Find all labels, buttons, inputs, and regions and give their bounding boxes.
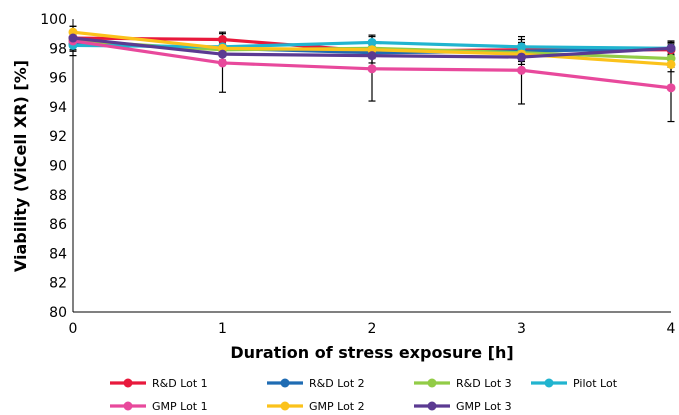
x-tick-labels: 0 1 2 3 4 [69, 321, 676, 337]
y-tick-label: 80 [49, 305, 67, 321]
legend-item: GMP Lot 2 [267, 400, 365, 413]
legend-swatch-marker [123, 401, 133, 411]
legend-swatch-marker [280, 378, 290, 388]
x-tick-label: 2 [368, 321, 377, 337]
legend-swatch-marker [427, 401, 437, 411]
legend-item: GMP Lot 1 [110, 400, 208, 413]
y-tick-label: 86 [49, 217, 67, 233]
legend-item: R&D Lot 1 [110, 377, 208, 390]
legend-item: GMP Lot 3 [414, 400, 512, 413]
y-tick-label: 98 [49, 41, 67, 57]
x-tick-label: 4 [667, 321, 676, 337]
legend-label: GMP Lot 3 [456, 400, 512, 413]
data-point [218, 35, 227, 45]
legend-label: Pilot Lot [573, 377, 618, 390]
x-tick-label: 0 [69, 321, 78, 337]
plot-area: 80 82 84 86 88 90 92 94 96 98 100 0 1 2 3 4 [40, 12, 675, 337]
legend-label: R&D Lot 3 [456, 377, 512, 390]
data-point [218, 58, 227, 68]
data-point [218, 49, 227, 59]
legend-label: R&D Lot 1 [152, 377, 208, 390]
y-tick-label: 88 [49, 188, 67, 204]
x-axis-title: Duration of stress exposure [h] [230, 343, 513, 362]
y-axis-title: Viability (ViCell XR) [%] [11, 60, 30, 272]
y-tick-label: 94 [49, 100, 67, 116]
data-point [517, 52, 526, 62]
legend: R&D Lot 1 R&D Lot 2 R&D Lot 3 Pilot Lot GMP … [110, 377, 618, 413]
y-tick-label: 96 [49, 71, 67, 87]
data-point [666, 83, 676, 93]
data-point [367, 37, 377, 47]
data-point [367, 64, 377, 74]
legend-item: Pilot Lot [531, 377, 618, 390]
legend-item: R&D Lot 3 [414, 377, 512, 390]
legend-swatch-marker [427, 378, 437, 388]
data-point [517, 65, 526, 75]
x-tick-label: 3 [517, 321, 526, 337]
y-tick-labels: 80 82 84 86 88 90 92 94 96 98 100 [40, 12, 67, 321]
legend-label: GMP Lot 1 [152, 400, 208, 413]
legend-swatch-marker [280, 401, 290, 411]
legend-swatch-marker [544, 378, 554, 388]
data-point [666, 43, 676, 53]
legend-item: R&D Lot 2 [267, 377, 365, 390]
legend-swatch-marker [123, 378, 133, 388]
series-lines [68, 27, 676, 93]
y-tick-label: 100 [40, 12, 67, 28]
data-point [666, 59, 676, 69]
y-tick-label: 90 [49, 159, 67, 175]
y-tick-label: 84 [49, 246, 67, 262]
series [68, 33, 676, 62]
x-tick-label: 1 [218, 321, 227, 337]
y-tick-label: 82 [49, 276, 67, 292]
data-point [367, 51, 377, 61]
legend-label: R&D Lot 2 [309, 377, 365, 390]
series [68, 36, 676, 93]
data-point [517, 42, 526, 52]
data-point [68, 33, 78, 43]
y-tick-label: 92 [49, 129, 67, 145]
legend-label: GMP Lot 2 [309, 400, 365, 413]
